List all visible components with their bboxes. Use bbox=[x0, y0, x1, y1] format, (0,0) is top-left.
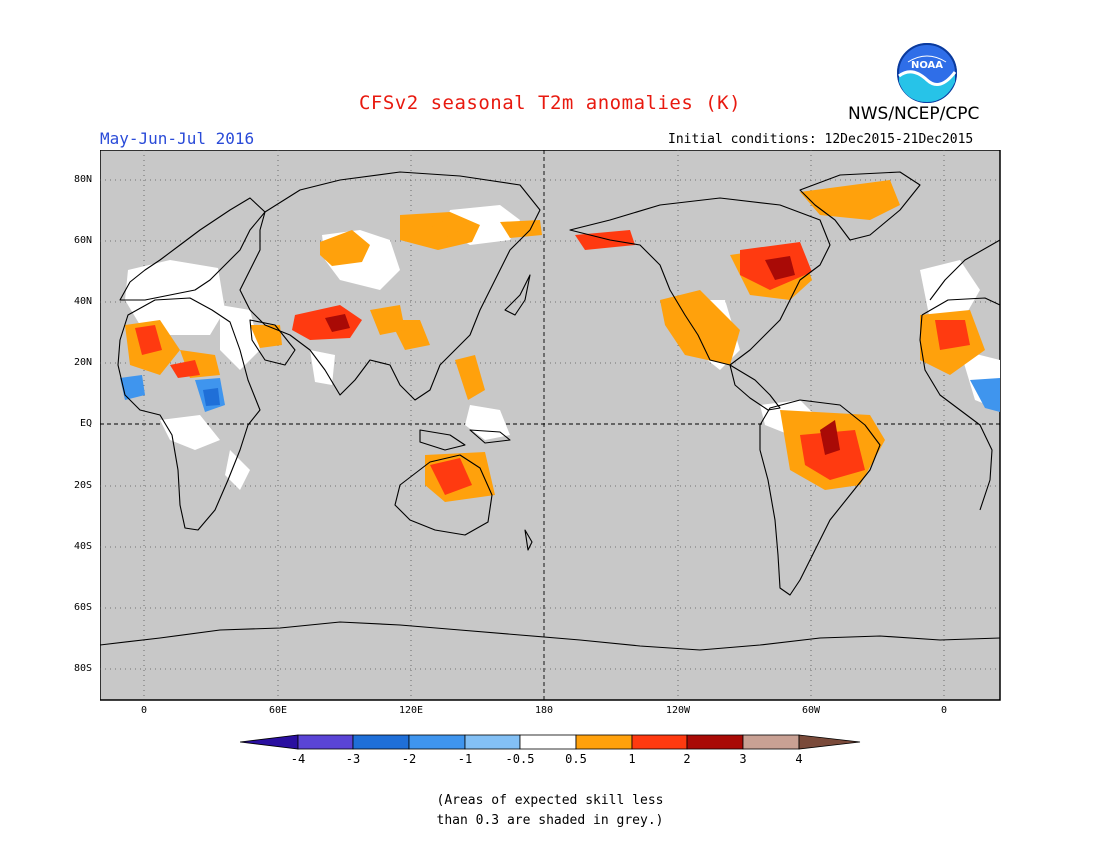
graticule bbox=[100, 150, 1000, 700]
colorbar-tick: -3 bbox=[345, 752, 361, 766]
colorbar-tick: -4 bbox=[290, 752, 306, 766]
colorbar-tick: 0.5 bbox=[565, 752, 587, 766]
colorbar-tick: 2 bbox=[683, 752, 691, 766]
colorbar-segment bbox=[464, 734, 521, 750]
colorbar-segment bbox=[519, 734, 577, 750]
coastlines bbox=[100, 171, 1001, 651]
skill-note-line1: (Areas of expected skill less bbox=[436, 793, 664, 808]
lat-label-60n: 60N bbox=[73, 235, 92, 246]
colorbar-arrow-left bbox=[240, 734, 299, 750]
logo-text: NOAA bbox=[911, 60, 943, 71]
season-label: May-Jun-Jul 2016 bbox=[100, 129, 255, 148]
colorbar-segment bbox=[408, 734, 466, 750]
lon-label-0: 0 bbox=[140, 705, 148, 716]
agency-label: NWS/NCEP/CPC bbox=[848, 104, 980, 124]
colorbar-tick: 1 bbox=[628, 752, 636, 766]
lat-label-20n: 20N bbox=[73, 357, 92, 368]
colorbar-segment bbox=[631, 734, 688, 750]
lat-label-80s: 80S bbox=[73, 663, 92, 674]
lon-label-0-right: 0 bbox=[940, 705, 948, 716]
colorbar-segment bbox=[352, 734, 410, 750]
lon-label-60w: 60W bbox=[801, 705, 821, 716]
colorbar-segment bbox=[686, 734, 744, 750]
colorbar-tick: -0.5 bbox=[505, 752, 535, 766]
colorbar-tick: 4 bbox=[795, 752, 803, 766]
colorbar-tick: -2 bbox=[401, 752, 417, 766]
initial-conditions-label: Initial conditions: 12Dec2015-21Dec2015 bbox=[668, 132, 974, 147]
chart-title: CFSv2 seasonal T2m anomalies (K) bbox=[358, 92, 742, 114]
lon-label-120e: 120E bbox=[398, 705, 424, 716]
colorbar-segment bbox=[575, 734, 633, 750]
colorbar-tick: -1 bbox=[457, 752, 473, 766]
colorbar bbox=[240, 734, 861, 750]
lat-label-40n: 40N bbox=[73, 296, 92, 307]
colorbar-segment bbox=[742, 734, 800, 750]
anomaly-map bbox=[100, 150, 1001, 701]
lat-label-40s: 40S bbox=[73, 541, 92, 552]
lon-label-120w: 120W bbox=[665, 705, 691, 716]
lon-label-180: 180 bbox=[534, 705, 554, 716]
colorbar-tick: 3 bbox=[739, 752, 747, 766]
lon-label-60e: 60E bbox=[268, 705, 288, 716]
lat-label-eq: EQ bbox=[79, 418, 92, 429]
lat-label-80n: 80N bbox=[73, 174, 92, 185]
noaa-logo: NOAA bbox=[897, 43, 957, 103]
lat-label-60s: 60S bbox=[73, 602, 92, 613]
colorbar-arrow-right bbox=[798, 734, 861, 750]
lat-label-20s: 20S bbox=[73, 480, 92, 491]
skill-note-line2: than 0.3 are shaded in grey.) bbox=[436, 813, 664, 828]
colorbar-segment bbox=[297, 734, 354, 750]
